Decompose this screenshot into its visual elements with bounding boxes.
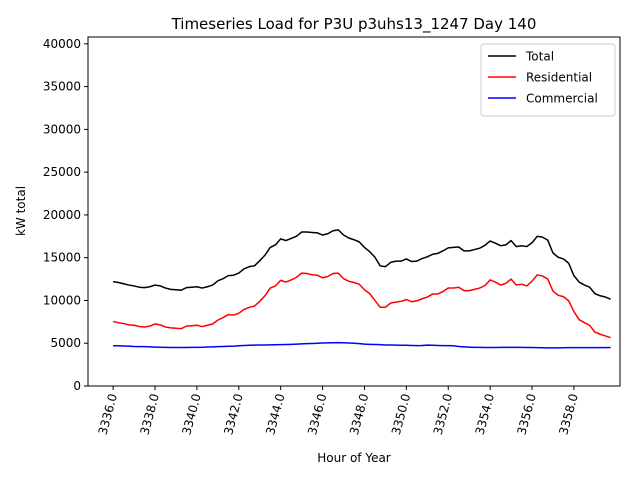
y-tick-label: 35000	[43, 80, 81, 94]
y-tick-label: 5000	[50, 336, 81, 350]
y-tick-label: 40000	[43, 37, 81, 51]
y-tick-label: 15000	[43, 251, 81, 265]
legend-label-commercial: Commercial	[526, 92, 598, 106]
legend: Total Residential Commercial	[480, 43, 616, 117]
series-line-total	[113, 229, 611, 300]
y-axis-label: kW total	[14, 186, 28, 236]
series-line-commercial	[113, 341, 611, 349]
legend-label-residential: Residential	[526, 71, 592, 85]
x-axis-label: Hour of Year	[317, 451, 391, 465]
y-tick-label: 20000	[43, 208, 81, 222]
y-tick-label: 25000	[43, 165, 81, 179]
y-tick-label: 10000	[43, 293, 81, 307]
series-line-residential	[112, 272, 611, 339]
plot-frame	[87, 36, 621, 387]
y-tick-label: 30000	[43, 122, 81, 136]
y-tick-label: 0	[73, 379, 81, 393]
chart-title: Timeseries Load for P3U p3uhs13_1247 Day…	[171, 15, 537, 34]
legend-label-total: Total	[525, 50, 554, 64]
